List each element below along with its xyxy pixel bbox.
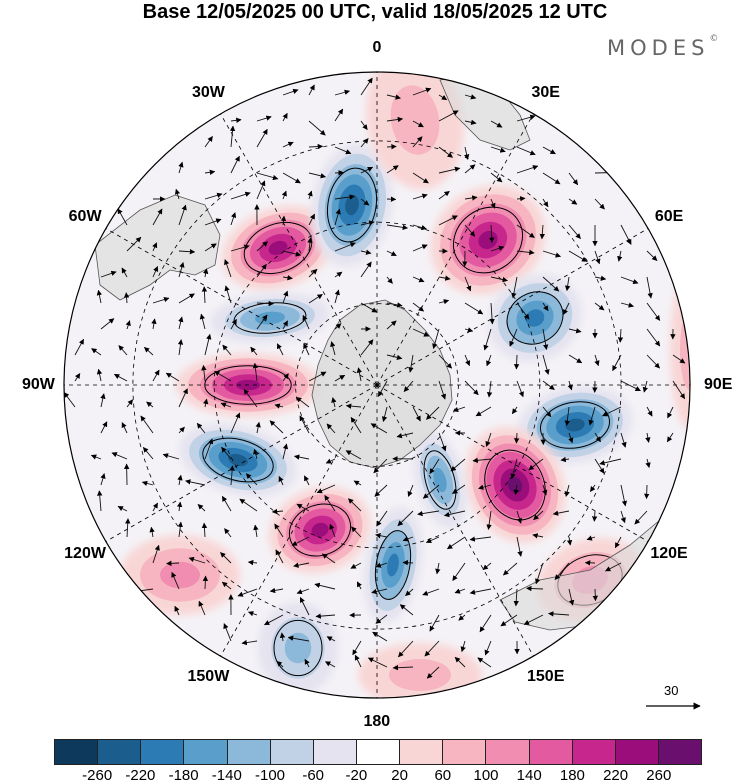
colorbar-tick-label: -100 xyxy=(255,767,285,784)
colorbar-swatch xyxy=(271,740,314,764)
longitude-label: 120W xyxy=(64,545,106,563)
longitude-label: 0 xyxy=(373,39,382,57)
colorbar-swatch xyxy=(228,740,271,764)
longitude-label: 90E xyxy=(704,376,732,394)
longitude-label: 30E xyxy=(532,84,560,102)
colorbar-swatch xyxy=(443,740,486,764)
colorbar-tick-label: -60 xyxy=(302,767,324,784)
longitude-label: 150E xyxy=(527,668,564,686)
colorbar-swatch xyxy=(55,740,98,764)
colorbar-tick-label: -220 xyxy=(125,767,155,784)
colorbar-swatch xyxy=(486,740,529,764)
colorbar-swatch xyxy=(98,740,141,764)
colorbar-swatch xyxy=(314,740,357,764)
colorbar-tick-label: 100 xyxy=(473,767,498,784)
colorbar-swatch xyxy=(184,740,227,764)
colorbar-swatch xyxy=(357,740,400,764)
vector-scale-label: 30 xyxy=(664,683,678,698)
colorbar-tick-label: 20 xyxy=(391,767,408,784)
longitude-label: 30W xyxy=(192,84,225,102)
colorbar-swatch xyxy=(659,740,701,764)
colorbar-tick-label: -140 xyxy=(212,767,242,784)
colorbar-swatch xyxy=(400,740,443,764)
colorbar-tick-label: -180 xyxy=(169,767,199,784)
anomaly-center xyxy=(120,535,240,615)
colorbar-tick-label: -260 xyxy=(82,767,112,784)
longitude-label: 150W xyxy=(188,668,230,686)
colorbar xyxy=(54,739,702,765)
longitude-label: 60W xyxy=(69,208,102,226)
colorbar-tick-label: 180 xyxy=(560,767,585,784)
longitude-label: 60E xyxy=(655,208,683,226)
colorbar-tick-label: 220 xyxy=(603,767,628,784)
colorbar-swatch xyxy=(141,740,184,764)
colorbar-tick-label: 60 xyxy=(434,767,451,784)
vector-scale-arrow xyxy=(644,697,706,713)
longitude-label: 180 xyxy=(364,713,391,731)
new-zealand-outline xyxy=(436,690,455,728)
colorbar-tick-label: 140 xyxy=(517,767,542,784)
longitude-label: 90W xyxy=(22,376,55,394)
longitude-label: 120E xyxy=(650,545,687,563)
colorbar-tick-label: 260 xyxy=(646,767,671,784)
colorbar-tick-label: -20 xyxy=(346,767,368,784)
colorbar-swatch xyxy=(616,740,659,764)
colorbar-swatch xyxy=(573,740,616,764)
colorbar-swatch xyxy=(530,740,573,764)
